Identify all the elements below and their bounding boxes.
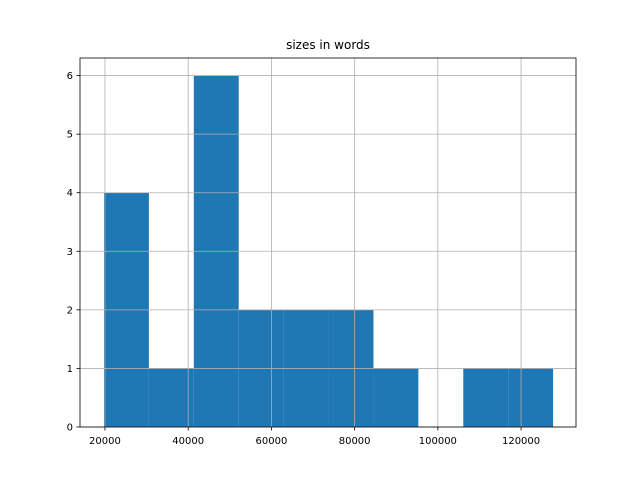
chart-title: sizes in words bbox=[286, 38, 370, 52]
x-tick-label: 120000 bbox=[502, 436, 540, 447]
bar bbox=[373, 368, 419, 427]
x-tick-label: 40000 bbox=[172, 436, 204, 447]
y-tick-label: 1 bbox=[67, 364, 73, 375]
y-tick-label: 5 bbox=[67, 130, 73, 141]
y-tick-label: 6 bbox=[67, 71, 73, 82]
x-tick-label: 60000 bbox=[256, 436, 288, 447]
x-tick-label: 20000 bbox=[89, 436, 121, 447]
x-tick-label: 80000 bbox=[339, 436, 371, 447]
bar bbox=[148, 368, 194, 427]
y-tick-label: 2 bbox=[67, 305, 73, 316]
x-tick-label: 100000 bbox=[419, 436, 457, 447]
y-tick-label: 4 bbox=[67, 188, 73, 199]
bar bbox=[463, 368, 509, 427]
y-tick-label: 3 bbox=[67, 247, 73, 258]
bar bbox=[508, 368, 554, 427]
y-tick-label: 0 bbox=[67, 423, 73, 434]
plot-frame bbox=[79, 57, 577, 428]
